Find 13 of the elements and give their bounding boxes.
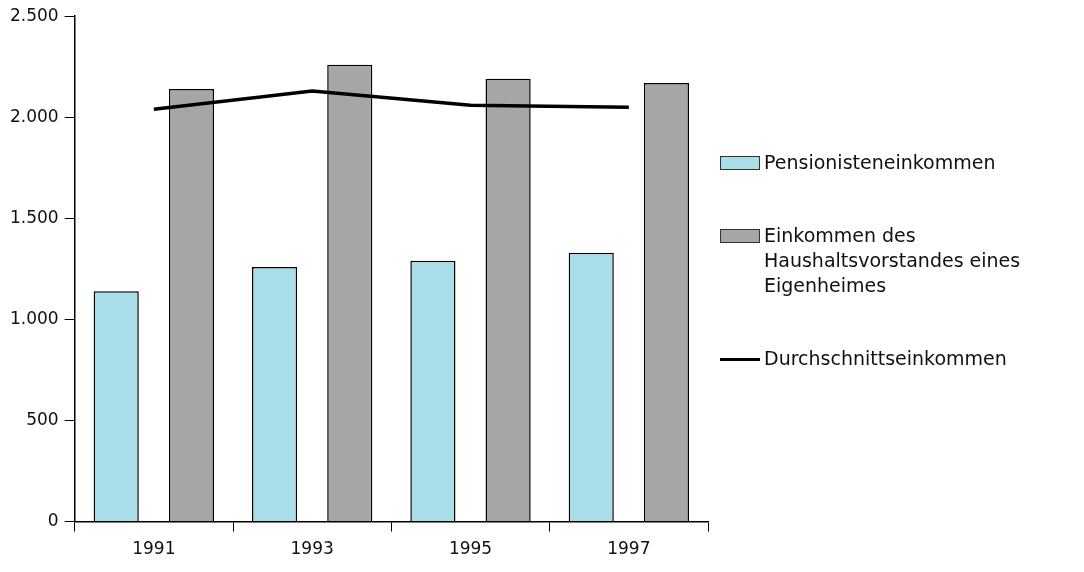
- x-tick-label: 1995: [448, 538, 493, 559]
- legend-label: Durchschnittseinkommen: [764, 346, 1007, 371]
- x-tick-label: 1993: [290, 538, 334, 559]
- y-tick-label: 2.500: [10, 4, 59, 25]
- x-tick-label: 1991: [132, 538, 176, 559]
- y-tick-label: 1.000: [10, 307, 59, 328]
- y-tick-label: 500: [26, 408, 59, 429]
- y-tick-label: 0: [47, 510, 59, 531]
- legend-label: Pensionisteneinkommen: [764, 150, 996, 175]
- legend-label: Einkommen des Haushaltsvorstandes eines Eigenheimes: [764, 223, 1022, 298]
- y-tick-label: 2.000: [10, 105, 59, 126]
- y-tick-label: 1.500: [10, 206, 59, 227]
- x-tick-label: 1997: [607, 538, 651, 559]
